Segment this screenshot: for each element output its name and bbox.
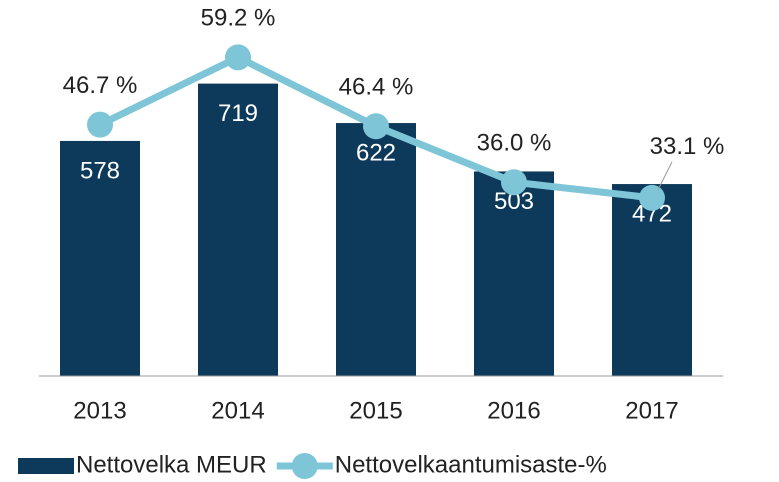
- x-tick-label: 2014: [211, 397, 264, 424]
- leader-line: [657, 161, 673, 191]
- bar-value-label: 578: [80, 157, 120, 184]
- x-tick-label: 2013: [73, 397, 126, 424]
- line-value-label: 46.4 %: [339, 74, 414, 101]
- bar: [612, 184, 692, 376]
- x-tick-label: 2016: [487, 397, 540, 424]
- line-marker: [363, 113, 389, 140]
- bar: [60, 140, 140, 376]
- bar: [336, 123, 416, 376]
- line-marker: [501, 169, 527, 196]
- bar-value-label: 622: [356, 139, 396, 166]
- bar: [474, 171, 554, 376]
- legend-label: Nettovelka MEUR: [76, 451, 267, 478]
- x-tick-label: 2017: [625, 397, 678, 424]
- line-marker: [87, 111, 113, 138]
- bar-value-label: 719: [218, 100, 258, 127]
- bar: [198, 83, 278, 377]
- line-value-label: 33.1 %: [650, 133, 725, 160]
- legend-swatch: [18, 458, 74, 474]
- line-marker: [639, 184, 665, 211]
- legend-label: Nettovelkaantumisaste-%: [335, 451, 607, 478]
- line-value-label: 46.7 %: [63, 72, 138, 99]
- line-marker: [225, 44, 251, 71]
- x-tick-label: 2015: [349, 397, 402, 424]
- line-value-label: 36.0 %: [477, 130, 552, 157]
- line-value-label: 59.2 %: [201, 5, 276, 32]
- legend-marker: [291, 453, 318, 479]
